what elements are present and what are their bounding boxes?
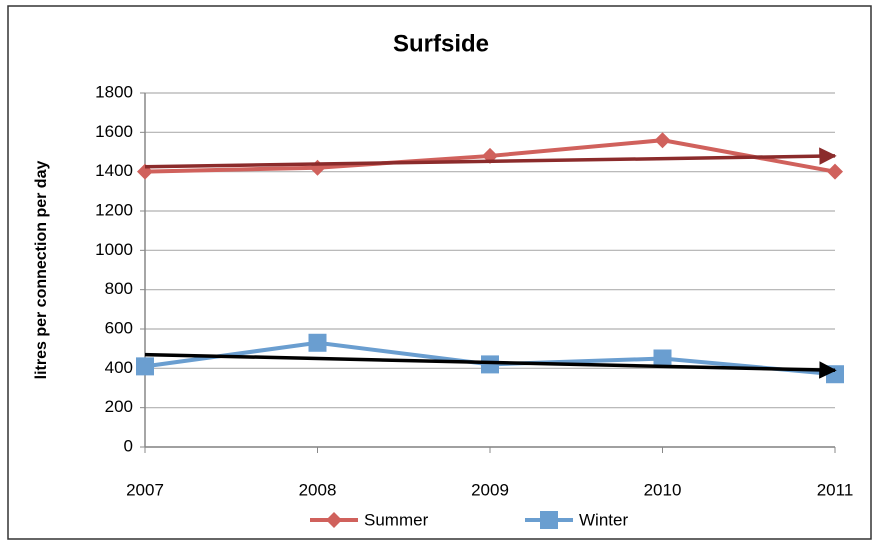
y-tick-label: 1200 [95,200,133,219]
chart-frame [7,5,872,540]
x-tick-label: 2009 [471,480,509,499]
point [481,355,499,374]
x-tick-label: 2007 [126,480,164,499]
legend-label: Summer [364,510,429,529]
point [654,132,671,149]
y-tick-label: 0 [124,436,133,455]
point [308,333,327,352]
point [326,512,342,528]
point [826,365,844,384]
y-tick-label: 200 [105,397,133,416]
y-axis-label: litres per connection per day [33,161,50,380]
y-tick-label: 800 [105,279,133,298]
point [136,357,154,376]
x-tick-label: 2011 [817,480,854,499]
trend-line [144,147,837,169]
x-tick-label: 2010 [644,480,682,499]
y-tick-label: 400 [105,358,133,377]
point [540,511,558,529]
y-tick-label: 1800 [95,82,133,101]
chart-title: Surfside [393,30,489,57]
trend-line [144,352,837,379]
point [827,163,843,180]
y-tick-label: 600 [105,318,133,337]
point [653,349,672,368]
legend-label: Winter [579,510,628,529]
y-tick-label: 1400 [95,161,133,180]
y-tick-label: 1000 [95,240,133,259]
x-tick-label: 2008 [299,480,337,499]
y-tick-label: 1600 [95,122,133,141]
